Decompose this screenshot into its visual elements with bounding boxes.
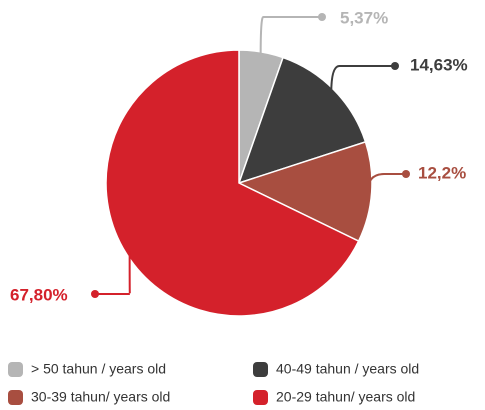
leader-dot — [91, 290, 99, 298]
legend-label: 20-29 tahun/ years old — [276, 389, 415, 405]
legend-label: > 50 tahun / years old — [31, 361, 166, 377]
leader-line — [95, 251, 131, 295]
leader-line — [330, 65, 395, 93]
leader-dot — [402, 170, 410, 178]
pie-slice — [236, 140, 373, 243]
legend-label: 40-49 tahun / years old — [276, 361, 419, 377]
leader-line — [259, 16, 322, 56]
legend-swatch — [8, 390, 23, 405]
value-label: 67,80% — [10, 285, 68, 304]
legend-label: 30-39 tahun/ years old — [31, 389, 170, 405]
leader-dot — [391, 62, 399, 70]
value-label: 12,2% — [418, 163, 466, 182]
value-label: 5,37% — [340, 8, 388, 27]
pie-slice — [105, 49, 360, 317]
leader-dot — [318, 13, 326, 21]
leader-line — [366, 173, 406, 192]
legend-swatch — [253, 362, 268, 377]
value-label: 14,63% — [410, 55, 468, 74]
legend-swatch — [253, 390, 268, 405]
legend-swatch — [8, 362, 23, 377]
